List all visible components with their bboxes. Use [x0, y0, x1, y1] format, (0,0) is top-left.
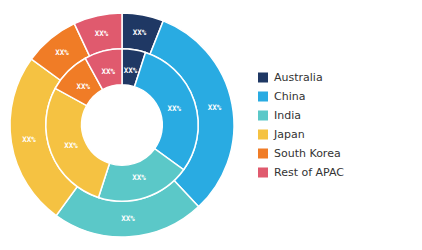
legend: Australia China India Japan South Korea Rest …	[258, 71, 344, 179]
slice	[134, 53, 198, 170]
data-label: XX%	[132, 173, 146, 182]
legend-label: India	[274, 109, 301, 122]
legend-swatch	[258, 92, 268, 102]
legend-swatch	[258, 130, 268, 140]
data-label: XX%	[208, 103, 222, 112]
slice	[46, 88, 110, 197]
legend-swatch	[258, 73, 268, 83]
legend-label: Australia	[274, 71, 323, 84]
legend-label: Rest of APAC	[274, 166, 344, 179]
data-label: XX%	[22, 135, 36, 144]
legend-swatch	[258, 149, 268, 159]
legend-label: South Korea	[274, 147, 341, 160]
slices	[10, 13, 234, 237]
legend-swatch	[258, 111, 268, 121]
data-label: XX%	[102, 67, 116, 76]
slice	[85, 49, 122, 90]
chart-container: XX% XX% XX% XX% XX% XX% XX% XX% XX% XX% XX% XX% Aust…	[0, 0, 422, 250]
data-labels: XX% XX% XX% XX% XX% XX% XX% XX% XX% XX% XX% XX%	[22, 28, 221, 223]
data-label: XX%	[95, 29, 109, 38]
legend-swatch	[258, 168, 268, 178]
data-label: XX%	[124, 66, 138, 75]
data-label: XX%	[64, 141, 78, 150]
data-label: XX%	[167, 104, 181, 113]
legend-label: Japan	[273, 128, 305, 141]
data-label: XX%	[76, 82, 90, 91]
data-label: XX%	[133, 28, 147, 37]
chart: XX% XX% XX% XX% XX% XX% XX% XX% XX% XX% XX% XX% Aust…	[0, 0, 422, 250]
legend-label: China	[274, 90, 305, 103]
data-label: XX%	[121, 214, 135, 223]
data-label: XX%	[55, 48, 69, 57]
slice	[98, 149, 183, 201]
